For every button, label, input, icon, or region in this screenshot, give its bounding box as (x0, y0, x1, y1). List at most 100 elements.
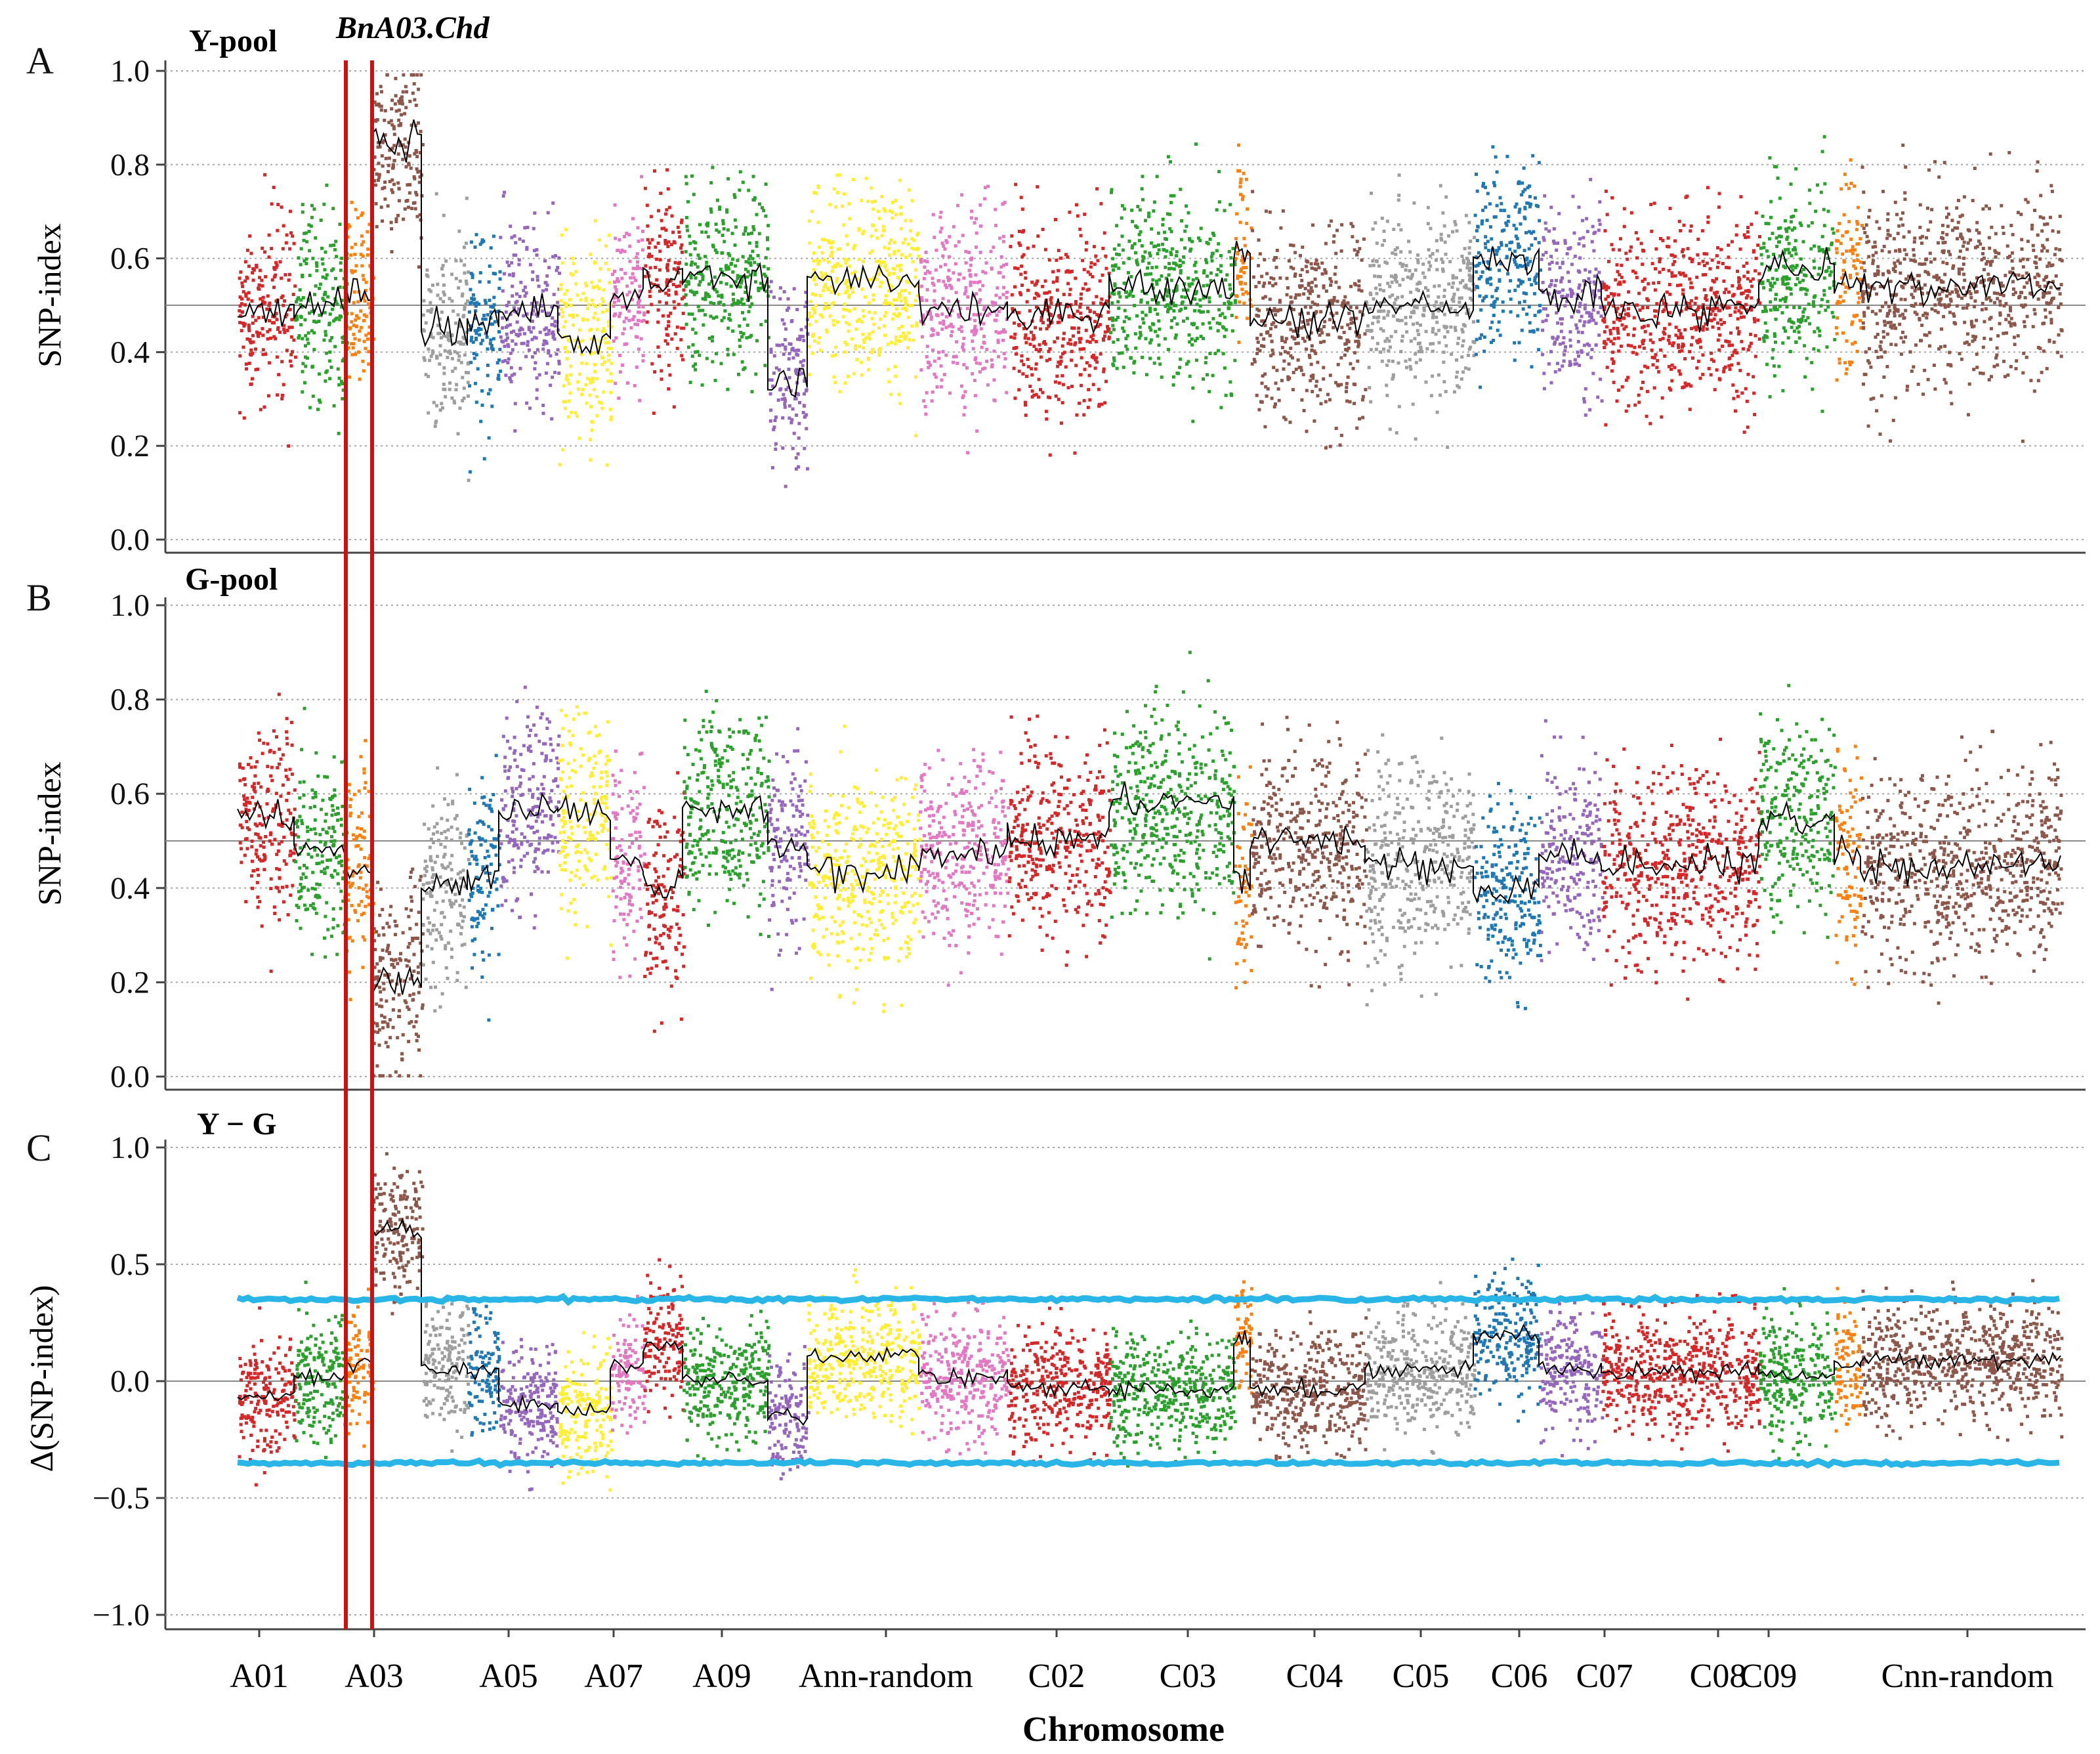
snp-point (1493, 299, 1497, 303)
snp-point (1701, 328, 1705, 332)
snp-point (1059, 355, 1063, 359)
snp-point (1431, 342, 1435, 346)
snp-point (1739, 311, 1743, 315)
snp-point (396, 181, 400, 185)
snp-point (1186, 276, 1190, 280)
snp-point (990, 363, 994, 367)
snp-point (1590, 240, 1594, 244)
snp-point (620, 276, 624, 280)
snp-point (1047, 290, 1051, 294)
snp-point (1349, 318, 1353, 321)
snp-point (881, 225, 885, 228)
snp-point (917, 254, 921, 258)
snp-point (803, 392, 806, 396)
snp-point (1706, 221, 1710, 225)
snp-point (938, 215, 942, 219)
snp-point (788, 342, 791, 346)
snp-point (872, 224, 875, 228)
snp-point (1309, 374, 1313, 378)
snp-point (1368, 291, 1372, 295)
snp-point (1263, 372, 1267, 376)
snp-point (498, 347, 502, 351)
snp-point (1709, 288, 1713, 292)
panel-a: A Y-pool SNP-index 0.00.20.40.60.81.0 (26, 24, 2086, 557)
snp-point (599, 401, 603, 405)
snp-point (1426, 205, 1430, 209)
snp-point (1460, 296, 1463, 300)
snp-point (1029, 330, 1033, 334)
snp-point (1157, 248, 1161, 252)
snp-point (1081, 259, 1085, 263)
snp-point (484, 317, 488, 321)
snp-point (499, 335, 503, 339)
snp-point (1239, 177, 1243, 181)
snp-point (501, 326, 505, 330)
snp-point (239, 314, 242, 318)
snp-point (441, 274, 445, 277)
snp-point (1651, 363, 1655, 367)
snp-point (778, 297, 782, 301)
snp-point (673, 261, 677, 265)
snp-point (1234, 237, 1238, 241)
snp-point (1592, 280, 1596, 284)
snp-point (1017, 310, 1021, 314)
snp-point (1409, 290, 1413, 294)
snp-point (1355, 334, 1359, 338)
snp-point (1169, 278, 1173, 282)
snp-point (709, 314, 713, 318)
snp-point (337, 383, 341, 387)
snp-point (1394, 278, 1397, 282)
snp-point (685, 280, 689, 284)
snp-point (373, 183, 377, 187)
snp-point (1585, 217, 1589, 221)
snp-point (877, 272, 881, 276)
snp-point (861, 332, 865, 336)
snp-point (873, 200, 877, 203)
snp-point (871, 347, 875, 351)
snp-point (792, 431, 796, 435)
snp-point (1520, 265, 1524, 268)
snp-point (303, 232, 306, 236)
snp-point (1299, 253, 1302, 257)
snp-point (1361, 416, 1365, 419)
snp-point (1578, 237, 1582, 241)
snp-point (679, 221, 683, 225)
snp-point (1520, 328, 1524, 332)
snp-point (772, 295, 776, 299)
snp-point (1250, 304, 1253, 308)
snp-point (1129, 289, 1133, 293)
snp-point (1375, 242, 1379, 246)
snp-point (1013, 347, 1017, 351)
snp-point (1481, 299, 1484, 303)
snp-point (501, 289, 505, 293)
snp-point (1219, 406, 1223, 410)
snp-point (1604, 423, 1608, 427)
snp-point (991, 303, 995, 307)
snp-point (1049, 296, 1053, 300)
snp-point (1292, 244, 1295, 247)
snp-point (1307, 283, 1311, 287)
snp-point (287, 278, 291, 282)
snp-point (739, 331, 743, 334)
snp-point (706, 221, 709, 225)
snp-point (1495, 203, 1499, 207)
snp-point (1345, 399, 1349, 403)
snp-point (1255, 393, 1259, 397)
snp-point (488, 388, 492, 392)
snp-point (885, 301, 889, 305)
snp-point (1193, 309, 1196, 312)
snp-point (404, 165, 408, 169)
snp-point (1307, 289, 1311, 293)
snp-point (973, 318, 977, 322)
snp-point (1169, 201, 1173, 205)
snp-point (742, 232, 746, 236)
snp-point (362, 296, 366, 300)
snp-point (567, 381, 571, 385)
snp-point (1059, 421, 1063, 425)
snp-point (308, 406, 312, 410)
snp-point (1162, 248, 1166, 252)
snp-point (1616, 282, 1620, 286)
snp-point (870, 351, 873, 354)
snp-point (488, 341, 492, 345)
snp-point (1363, 332, 1367, 336)
